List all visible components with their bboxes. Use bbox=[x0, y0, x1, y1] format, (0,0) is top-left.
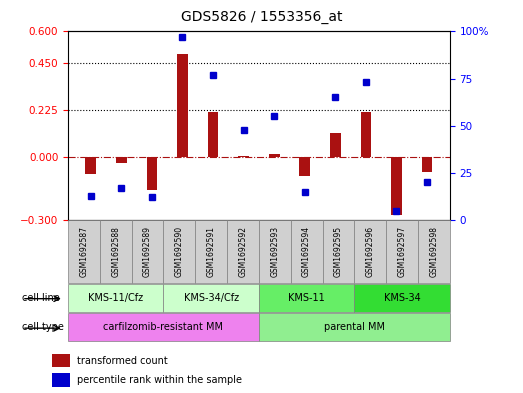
Text: GSM1692596: GSM1692596 bbox=[366, 226, 375, 277]
Bar bbox=[52, 354, 70, 367]
Text: cell type: cell type bbox=[22, 322, 64, 332]
Bar bbox=[163, 220, 195, 283]
Bar bbox=[386, 220, 418, 283]
Text: GSM1692597: GSM1692597 bbox=[397, 226, 406, 277]
Bar bbox=[259, 220, 291, 283]
Bar bbox=[52, 373, 70, 387]
Bar bbox=[330, 133, 340, 157]
Bar bbox=[68, 284, 163, 312]
Text: KMS-34: KMS-34 bbox=[384, 293, 420, 303]
Bar bbox=[208, 112, 219, 157]
Text: KMS-11/Cfz: KMS-11/Cfz bbox=[88, 293, 143, 303]
Bar bbox=[100, 220, 132, 283]
Bar bbox=[146, 157, 157, 190]
Bar bbox=[259, 313, 450, 341]
Bar bbox=[68, 220, 100, 283]
Bar bbox=[227, 220, 259, 283]
Text: percentile rank within the sample: percentile rank within the sample bbox=[77, 375, 242, 386]
Bar bbox=[259, 284, 355, 312]
Bar bbox=[291, 220, 323, 283]
Text: transformed count: transformed count bbox=[77, 356, 167, 366]
Text: KMS-11: KMS-11 bbox=[288, 293, 325, 303]
Text: GSM1692590: GSM1692590 bbox=[175, 226, 184, 277]
Bar bbox=[360, 112, 371, 157]
Text: KMS-34/Cfz: KMS-34/Cfz bbox=[184, 293, 238, 303]
Bar bbox=[391, 157, 402, 215]
Text: GSM1692595: GSM1692595 bbox=[334, 226, 343, 277]
Text: GSM1692589: GSM1692589 bbox=[143, 226, 152, 277]
Bar bbox=[163, 284, 259, 312]
Text: GSM1692594: GSM1692594 bbox=[302, 226, 311, 277]
Bar bbox=[68, 313, 259, 341]
Text: GSM1692588: GSM1692588 bbox=[111, 226, 120, 277]
Bar bbox=[355, 284, 450, 312]
Text: GSM1692592: GSM1692592 bbox=[238, 226, 247, 277]
Text: parental MM: parental MM bbox=[324, 322, 385, 332]
Text: GDS5826 / 1553356_at: GDS5826 / 1553356_at bbox=[181, 10, 342, 24]
Bar bbox=[323, 220, 355, 283]
Bar bbox=[422, 157, 433, 172]
Bar bbox=[195, 220, 227, 283]
Text: carfilzomib-resistant MM: carfilzomib-resistant MM bbox=[104, 322, 223, 332]
Text: GSM1692591: GSM1692591 bbox=[207, 226, 215, 277]
Text: GSM1692593: GSM1692593 bbox=[270, 226, 279, 277]
Bar bbox=[116, 157, 127, 163]
Bar bbox=[418, 220, 450, 283]
Bar bbox=[132, 220, 163, 283]
Text: GSM1692598: GSM1692598 bbox=[429, 226, 438, 277]
Bar bbox=[355, 220, 386, 283]
Text: cell line: cell line bbox=[22, 293, 60, 303]
Bar bbox=[85, 157, 96, 174]
Bar bbox=[269, 154, 279, 157]
Bar bbox=[177, 55, 188, 157]
Text: GSM1692587: GSM1692587 bbox=[79, 226, 88, 277]
Bar bbox=[238, 156, 249, 157]
Bar bbox=[299, 157, 310, 176]
